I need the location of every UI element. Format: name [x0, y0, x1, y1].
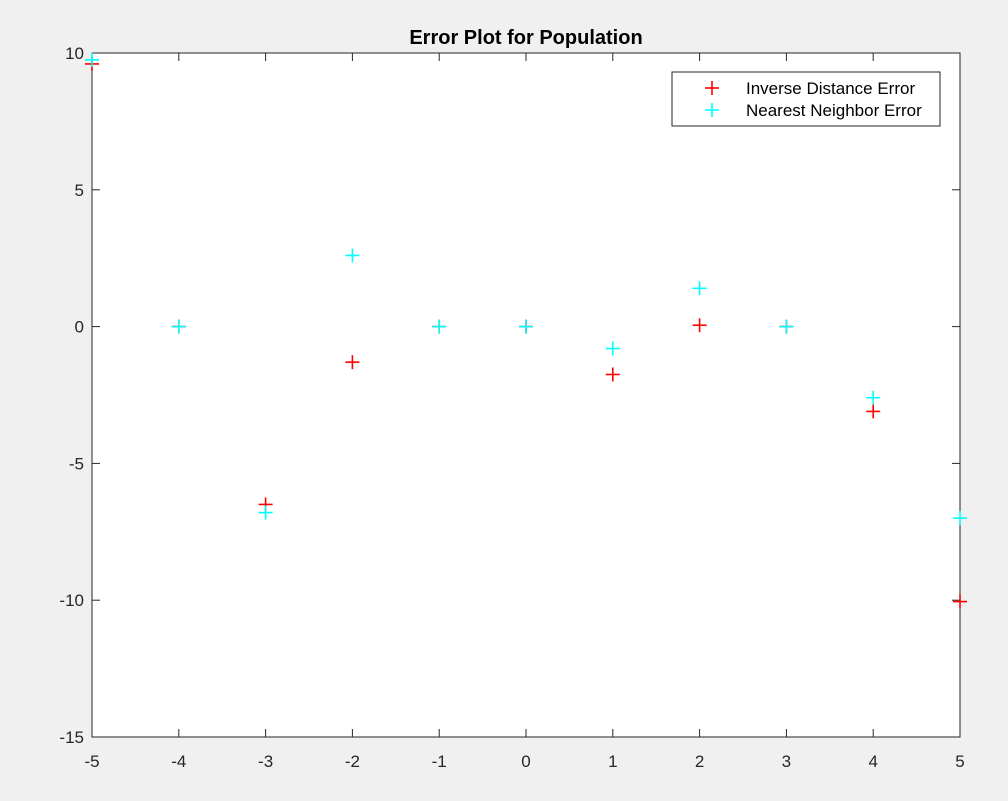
plot-area [91, 52, 961, 738]
y-tick-label: -15 [59, 728, 84, 747]
data-point-series-1 [953, 511, 967, 526]
data-point-series-1 [692, 281, 707, 296]
x-tick-label: -4 [171, 752, 186, 771]
y-tick-label: 5 [75, 181, 84, 200]
x-tick-label: 2 [695, 752, 704, 771]
y-tick-label: -5 [69, 454, 84, 473]
x-tick-label: 0 [521, 752, 530, 771]
chart-title: Error Plot for Population [409, 27, 642, 49]
data-point-series-1 [432, 319, 447, 334]
data-point-series-0 [692, 318, 707, 333]
data-point-series-1 [258, 505, 273, 520]
data-point-series-1 [345, 248, 360, 263]
x-tick-label: 1 [608, 752, 617, 771]
legend-box [671, 71, 941, 127]
legend-marker-icon [705, 81, 719, 95]
x-axis: -5 -4 -3 -2 -1 0 1 2 3 4 5 [84, 53, 965, 771]
data-point-series-1 [85, 52, 99, 67]
y-tick-label: -10 [59, 591, 84, 610]
x-tick-label: 3 [782, 752, 791, 771]
data-point-series-1 [171, 319, 186, 334]
data-markers [85, 52, 967, 609]
data-point-series-0 [605, 367, 620, 382]
data-point-series-0 [953, 594, 967, 609]
legend-entry-label: Inverse Distance Error [746, 79, 915, 98]
x-tick-label: -5 [84, 752, 99, 771]
y-axis: -15 -10 -5 0 5 10 [59, 44, 960, 747]
data-point-series-1 [605, 341, 620, 356]
x-tick-label: 5 [955, 752, 964, 771]
x-tick-label: -2 [345, 752, 360, 771]
y-tick-label: 0 [75, 318, 84, 337]
x-tick-label: -3 [258, 752, 273, 771]
x-tick-label: -1 [432, 752, 447, 771]
data-point-series-1 [866, 390, 881, 405]
data-point-series-1 [519, 319, 533, 334]
data-point-series-0 [345, 355, 360, 370]
legend-entry-label: Nearest Neighbor Error [746, 101, 922, 120]
legend-marker-icon [705, 103, 719, 117]
data-point-series-1 [779, 319, 794, 334]
y-tick-label: 10 [65, 44, 84, 63]
x-tick-label: 4 [868, 752, 877, 771]
data-point-series-0 [866, 404, 881, 419]
legend[interactable]: Inverse Distance Error Nearest Neighbor E… [671, 71, 941, 127]
